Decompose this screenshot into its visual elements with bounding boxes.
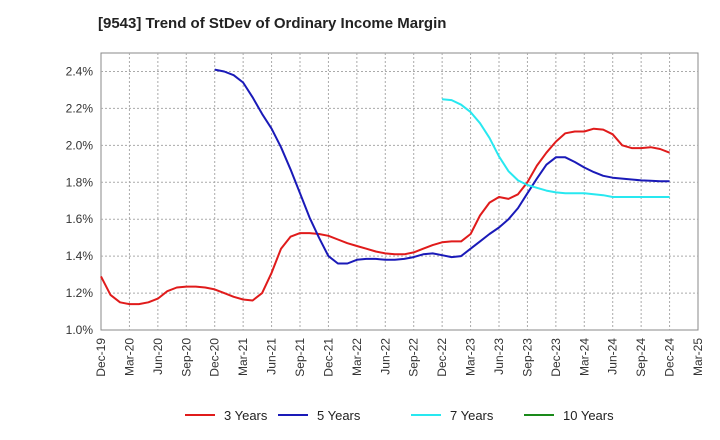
grid [101,53,698,330]
legend-label: 10 Years [563,408,614,423]
x-tick-label: Jun-23 [492,338,506,375]
chart-title: [9543] Trend of StDev of Ordinary Income… [98,15,446,32]
plot-area [100,52,699,331]
y-tick-label: 1.0% [66,323,94,337]
x-tick-label: Sep-20 [179,338,193,377]
x-tick-label: Mar-22 [350,338,364,376]
series-line-3-years [100,127,670,306]
series-line-5-years [214,68,670,265]
x-tick-label: Jun-20 [151,338,165,375]
legend-label: 5 Years [317,408,361,423]
series-lines [100,68,670,306]
y-tick-label: 2.0% [66,138,94,152]
x-tick-label: Sep-21 [293,338,307,377]
x-axis: Dec-19 Mar-20 Jun-20 Sep-20 Dec-20 Mar-21 Jun-… [94,338,705,377]
x-tick-label: Dec-19 [94,338,108,377]
x-tick-label: Jun-21 [265,338,279,375]
x-tick-label: Dec-22 [435,338,449,377]
y-tick-label: 2.4% [66,64,94,78]
x-tick-label: Sep-22 [407,338,421,377]
x-tick-label: Dec-23 [549,338,563,377]
legend: 3 Years 5 Years 7 Years 10 Years [185,408,614,423]
x-tick-label: Mar-25 [691,338,705,376]
x-tick-label: Sep-24 [634,338,648,377]
x-tick-label: Mar-23 [464,338,478,376]
x-tick-label: Mar-24 [577,338,591,376]
x-tick-label: Mar-20 [122,338,136,376]
x-tick-label: Jun-22 [378,338,392,375]
x-tick-label: Mar-21 [236,338,250,376]
y-tick-label: 1.2% [66,286,94,300]
y-axis: 1.0% 1.2% 1.4% 1.6% 1.8% 2.0% 2.2% 2.4% [66,64,94,337]
x-tick-label: Dec-21 [321,338,335,377]
x-tick-label: Sep-23 [520,338,534,377]
plot-frame [100,52,699,331]
y-tick-label: 1.4% [66,249,94,263]
y-tick-label: 1.8% [66,175,94,189]
x-tick-label: Jun-24 [606,338,620,375]
x-tick-label: Dec-24 [663,338,677,377]
legend-label: 3 Years [224,408,268,423]
y-tick-label: 2.2% [66,101,94,115]
series-line-7-years [442,98,670,198]
y-tick-label: 1.6% [66,212,94,226]
legend-label: 7 Years [450,408,494,423]
x-tick-label: Dec-20 [208,338,222,377]
